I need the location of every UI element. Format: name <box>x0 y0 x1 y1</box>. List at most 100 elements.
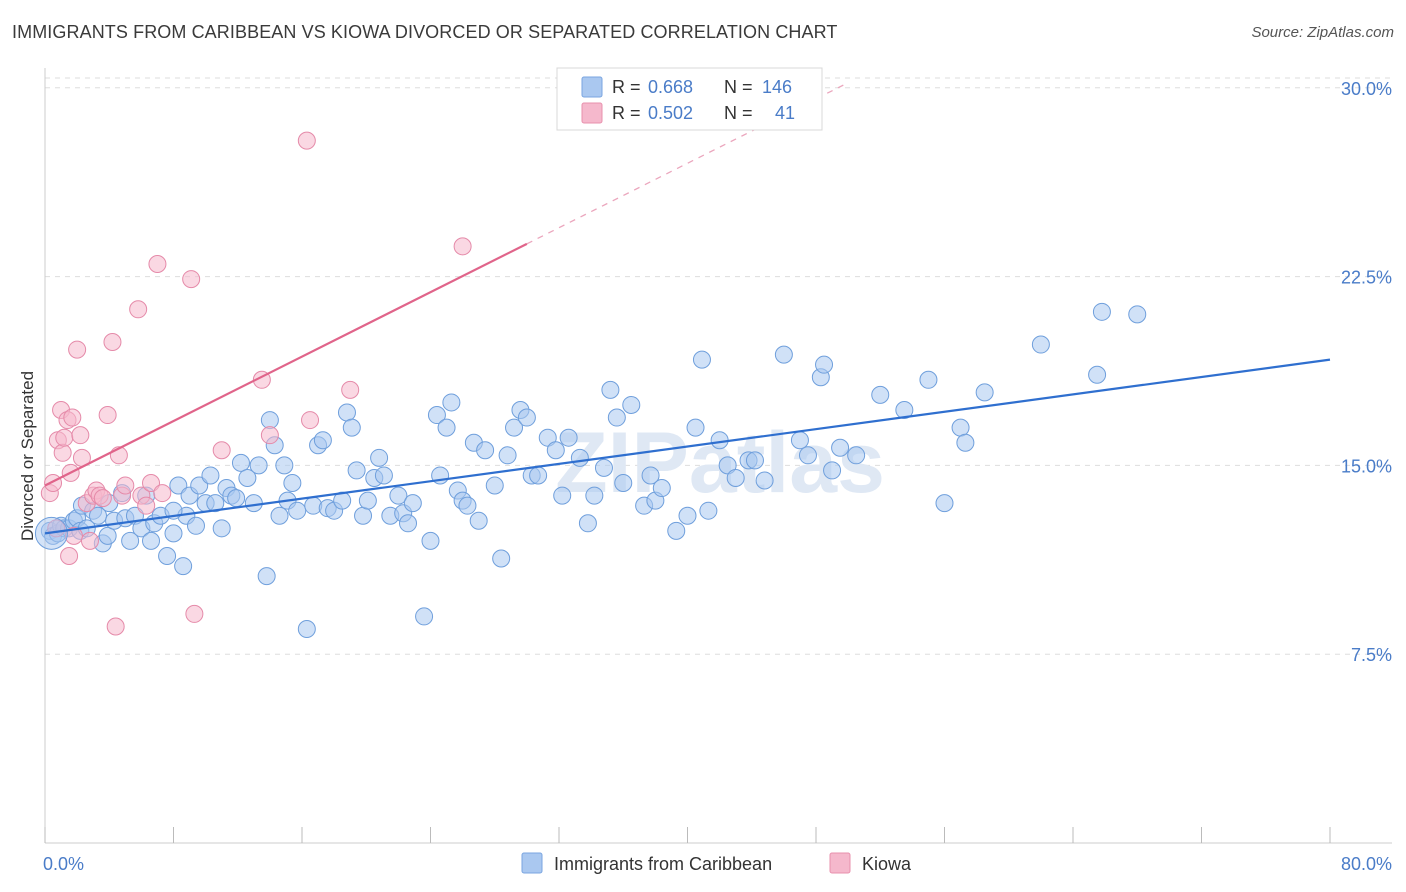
kiowa-point <box>301 411 320 430</box>
caribbean-point <box>919 370 938 389</box>
caribbean-point <box>142 531 161 550</box>
kiowa-point <box>44 474 63 493</box>
y-tick-labels: 7.5% 15.0% 22.5% 30.0% <box>1341 79 1392 665</box>
legend-n-value: 146 <box>762 77 792 97</box>
caribbean-point <box>559 428 578 447</box>
legend-n-label: N = <box>724 103 753 123</box>
caribbean-point <box>641 466 660 485</box>
caribbean-point <box>975 383 994 402</box>
caribbean-point <box>257 567 276 586</box>
caribbean-point <box>206 494 225 513</box>
y-tick-label: 7.5% <box>1351 645 1392 665</box>
caribbean-point <box>517 408 536 427</box>
caribbean-point <box>342 418 361 437</box>
caribbean-point <box>399 514 418 533</box>
caribbean-point <box>699 501 718 520</box>
caribbean-point <box>718 456 737 475</box>
caribbean-point <box>492 549 511 568</box>
caribbean-point <box>498 446 517 465</box>
caribbean-point <box>354 506 373 525</box>
kiowa-point <box>297 131 316 150</box>
kiowa-point <box>98 406 117 425</box>
kiowa-point <box>260 426 279 445</box>
kiowa-point <box>129 300 148 319</box>
caribbean-point <box>288 501 307 520</box>
source-label: Source: ZipAtlas.com <box>1251 24 1394 41</box>
caribbean-point <box>935 494 954 513</box>
caribbean-point <box>622 395 641 414</box>
kiowa-point <box>212 441 231 460</box>
kiowa-point <box>53 443 72 462</box>
caribbean-point <box>546 441 565 460</box>
legend-r-label: R = <box>612 103 641 123</box>
legend-n-value: 41 <box>775 103 795 123</box>
caribbean-point <box>601 380 620 399</box>
caribbean-point <box>244 494 263 513</box>
caribbean-point <box>823 461 842 480</box>
caribbean-point <box>227 489 246 508</box>
caribbean-point <box>469 511 488 530</box>
caribbean-point <box>678 506 697 525</box>
caribbean-point <box>1088 365 1107 384</box>
caribbean-point <box>421 531 440 550</box>
caribbean-point <box>667 521 686 540</box>
legend-label-kiowa: Kiowa <box>862 854 912 874</box>
caribbean-point <box>313 431 332 450</box>
caribbean-point <box>249 456 268 475</box>
caribbean-point <box>485 476 504 495</box>
caribbean-point <box>458 496 477 515</box>
caribbean-point <box>1128 305 1147 324</box>
gridlines <box>45 77 1392 655</box>
caribbean-point <box>831 438 850 457</box>
caribbean-point <box>98 526 117 545</box>
y-tick-label: 22.5% <box>1341 268 1392 288</box>
caribbean-point <box>607 408 626 427</box>
kiowa-point <box>71 426 90 445</box>
caribbean-point <box>337 403 356 422</box>
caribbean-point <box>692 350 711 369</box>
caribbean-point <box>169 476 188 495</box>
kiowa-point <box>453 237 472 256</box>
kiowa-point <box>182 270 201 289</box>
kiowa-point <box>148 254 167 273</box>
caribbean-point <box>442 393 461 412</box>
kiowa-point <box>103 333 122 352</box>
y-tick-label: 15.0% <box>1341 456 1392 476</box>
x-tick-label: 0.0% <box>43 854 84 874</box>
caribbean-point <box>212 519 231 538</box>
caribbean-point <box>297 620 316 639</box>
caribbean-point <box>956 433 975 452</box>
legend-label-caribbean: Immigrants from Caribbean <box>554 854 772 874</box>
legend-n-label: N = <box>724 77 753 97</box>
stats-legend: R = 0.668 N = 146 R = 0.502 N = 41 <box>556 67 823 131</box>
legend-swatch-caribbean <box>521 852 543 874</box>
caribbean-point <box>403 494 422 513</box>
axes <box>44 68 1392 844</box>
caribbean-point <box>1031 335 1050 354</box>
kiowa-point <box>63 408 82 427</box>
caribbean-point <box>529 466 548 485</box>
caribbean-point <box>726 468 745 487</box>
legend-swatch-kiowa <box>829 852 851 874</box>
caribbean-point <box>476 441 495 460</box>
caribbean-point <box>238 468 257 487</box>
caribbean-point <box>190 476 209 495</box>
data-points <box>34 131 1147 639</box>
kiowa-point <box>153 484 172 503</box>
caribbean-point <box>951 418 970 437</box>
legend-r-label: R = <box>612 77 641 97</box>
series-legend: Immigrants from Caribbean Kiowa <box>521 852 912 874</box>
caribbean-point <box>585 486 604 505</box>
caribbean-point <box>538 428 557 447</box>
caribbean-point <box>755 471 774 490</box>
legend-swatch-pink <box>581 102 603 124</box>
x-tick-labels: 0.0% 80.0% <box>43 854 1392 874</box>
caribbean-point <box>686 418 705 437</box>
caribbean-point <box>790 431 809 450</box>
kiowa-point <box>80 531 99 550</box>
caribbean-point <box>570 448 589 467</box>
caribbean-point <box>815 355 834 374</box>
caribbean-trend-line <box>44 358 1331 535</box>
caribbean-point <box>283 474 302 493</box>
